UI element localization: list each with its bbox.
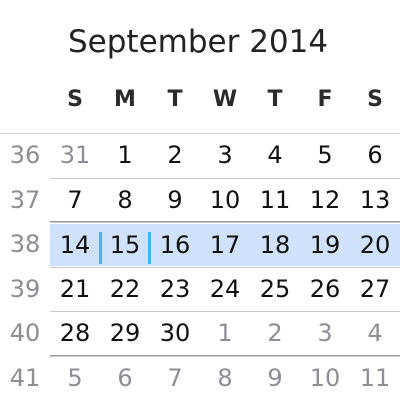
week-days: 31 1 2 3 4 5 6 — [50, 133, 400, 178]
day-cell[interactable]: 1 — [117, 141, 133, 170]
day-cell[interactable]: 3 — [317, 319, 333, 348]
week-row-37: 37 7 8 9 10 11 12 13 — [0, 177, 400, 223]
day-cell[interactable]: 25 — [259, 274, 291, 303]
day-cell[interactable]: 9 — [167, 185, 183, 214]
week-number: 40 — [9, 319, 41, 348]
weekday-tuesday: T — [167, 87, 183, 112]
day-cell[interactable]: 16 — [159, 231, 191, 260]
weekday-wednesday: W — [212, 87, 238, 112]
day-cell[interactable]: 8 — [217, 363, 233, 392]
selected-day-cell[interactable]: 15 — [109, 231, 141, 260]
weekday-thursday: T — [267, 87, 283, 112]
month-title[interactable]: September 2014 — [68, 24, 329, 60]
day-cell[interactable]: 5 — [317, 141, 333, 170]
day-cell[interactable]: 4 — [267, 141, 283, 170]
day-cell[interactable]: 3 — [217, 141, 233, 170]
day-cell[interactable]: 18 — [259, 231, 291, 260]
day-cell[interactable]: 31 — [59, 141, 91, 170]
day-cell[interactable]: 19 — [309, 231, 341, 260]
selected-week-days: 14 15 16 17 18 19 20 — [50, 224, 400, 267]
week-row-38-selected[interactable]: 38 14 15 16 17 18 19 20 — [0, 222, 400, 267]
selected-day-left-marker — [99, 232, 102, 265]
day-cell[interactable]: 11 — [359, 363, 391, 392]
week-days: 5 6 7 8 9 10 11 — [50, 356, 400, 400]
day-cell[interactable]: 4 — [367, 319, 383, 348]
week-row-39: 39 21 22 23 24 25 26 27 — [0, 266, 400, 312]
day-cell[interactable]: 6 — [117, 363, 133, 392]
weekday-monday: M — [114, 87, 136, 112]
day-cell[interactable]: 1 — [217, 319, 233, 348]
day-cell[interactable]: 29 — [109, 319, 141, 348]
day-cell[interactable]: 2 — [267, 319, 283, 348]
week-number: 41 — [9, 363, 41, 392]
week-grid: 36 31 1 2 3 4 5 6 37 7 8 9 10 11 12 13 — [0, 133, 400, 400]
weekday-sunday: S — [67, 87, 83, 112]
day-cell[interactable]: 10 — [309, 363, 341, 392]
weekday-friday: F — [317, 87, 333, 112]
day-cell[interactable]: 20 — [359, 231, 391, 260]
week-number: 36 — [9, 141, 41, 170]
day-cell[interactable]: 24 — [209, 274, 241, 303]
day-cell[interactable]: 7 — [67, 185, 83, 214]
day-cell[interactable]: 12 — [309, 185, 341, 214]
week-number: 39 — [9, 274, 41, 303]
week-days: 21 22 23 24 25 26 27 — [50, 267, 400, 312]
day-cell[interactable]: 28 — [59, 319, 91, 348]
day-cell[interactable]: 10 — [209, 185, 241, 214]
day-cell[interactable]: 23 — [159, 274, 191, 303]
week-row-40: 40 28 29 30 1 2 3 4 — [0, 311, 400, 356]
day-cell[interactable]: 26 — [309, 274, 341, 303]
day-cell[interactable]: 27 — [359, 274, 391, 303]
weekday-header: S M T W T F S — [50, 82, 400, 118]
week-days: 28 29 30 1 2 3 4 — [50, 311, 400, 356]
week-row-36: 36 31 1 2 3 4 5 6 — [0, 133, 400, 178]
day-cell[interactable]: 2 — [167, 141, 183, 170]
day-cell[interactable]: 6 — [367, 141, 383, 170]
day-cell[interactable]: 21 — [59, 274, 91, 303]
day-cell[interactable]: 13 — [359, 185, 391, 214]
week-days: 7 8 9 10 11 12 13 — [50, 178, 400, 223]
week-number: 38 — [9, 230, 41, 259]
day-cell[interactable]: 14 — [59, 231, 91, 260]
selected-day-right-marker — [148, 232, 151, 265]
day-cell[interactable]: 17 — [209, 231, 241, 260]
day-cell[interactable]: 22 — [109, 274, 141, 303]
weekday-saturday: S — [367, 87, 383, 112]
day-cell[interactable]: 7 — [167, 363, 183, 392]
day-cell[interactable]: 30 — [159, 319, 191, 348]
day-cell[interactable]: 8 — [117, 185, 133, 214]
day-cell[interactable]: 9 — [267, 363, 283, 392]
day-cell[interactable]: 11 — [259, 185, 291, 214]
day-cell[interactable]: 5 — [67, 363, 83, 392]
week-row-41: 41 5 6 7 8 9 10 11 — [0, 355, 400, 400]
week-number: 37 — [9, 185, 41, 214]
